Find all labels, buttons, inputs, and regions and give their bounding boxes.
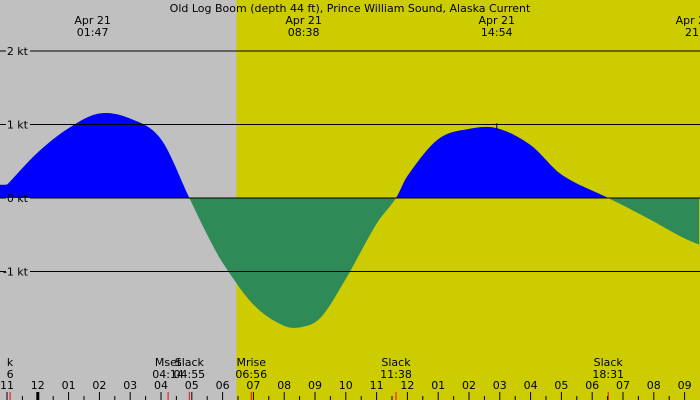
- event-time-5: 18:31: [592, 368, 624, 381]
- x-tick-label-0: 11: [0, 379, 14, 392]
- event-time-1: 04:14: [152, 368, 184, 381]
- event-name-0: k: [7, 356, 14, 369]
- x-tick-label-9: 08: [277, 379, 291, 392]
- y-axis-labels: 2 kt 1 kt 0 kt -1 kt: [3, 45, 29, 279]
- ebb-area: [0, 198, 700, 328]
- y-tick-label-3: -1 kt: [3, 266, 29, 279]
- event-time-3: 06:56: [235, 368, 267, 381]
- grid-lines: [0, 50, 700, 272]
- peak-date-1: Apr 21: [285, 14, 322, 27]
- x-tick-label-18: 05: [554, 379, 568, 392]
- x-tick-label-8: 07: [246, 379, 260, 392]
- x-tick-label-7: 06: [216, 379, 230, 392]
- x-tick-label-19: 06: [585, 379, 599, 392]
- event-name-1: Mset: [155, 356, 182, 369]
- peak-time-0: 01:47: [77, 26, 109, 39]
- x-tick-label-4: 03: [123, 379, 137, 392]
- x-tick-label-16: 03: [493, 379, 507, 392]
- peak-date-0: Apr 21: [74, 14, 111, 27]
- x-tick-label-22: 09: [678, 379, 692, 392]
- x-tick-label-12: 11: [370, 379, 384, 392]
- x-tick-label-15: 02: [462, 379, 476, 392]
- event-name-2: Slack: [175, 356, 205, 369]
- peak-date-2: Apr 21: [478, 14, 515, 27]
- event-time-2: 04:55: [173, 368, 205, 381]
- event-time-0: 6: [7, 368, 14, 381]
- peak-time-2: 14:54: [481, 26, 513, 39]
- x-tick-label-5: 04: [154, 379, 168, 392]
- y-tick-label-0: 2 kt: [7, 45, 29, 58]
- flood-area: [0, 112, 700, 198]
- peak-time-1: 08:38: [288, 26, 320, 39]
- peak-time-3: 21:: [685, 26, 700, 39]
- x-tick-label-6: 05: [185, 379, 199, 392]
- event-name-4: Slack: [381, 356, 411, 369]
- x-tick-label-11: 10: [339, 379, 353, 392]
- event-name-3: Mrise: [236, 356, 266, 369]
- x-tick-label-2: 01: [62, 379, 76, 392]
- x-tick-label-1: 12: [31, 379, 45, 392]
- x-tick-label-21: 08: [647, 379, 661, 392]
- event-name-5: Slack: [594, 356, 624, 369]
- event-time-4: 11:38: [380, 368, 412, 381]
- chart-title: Old Log Boom (depth 44 ft), Prince Willi…: [170, 2, 531, 15]
- x-tick-label-3: 02: [92, 379, 106, 392]
- x-tick-label-17: 04: [524, 379, 538, 392]
- x-tick-label-10: 09: [308, 379, 322, 392]
- y-tick-label-2: 0 kt: [7, 192, 29, 205]
- x-axis: 11 12 01 02 03 04 05 06 07 08 09 10 11 12 01 02 03 04 05 06…: [0, 379, 692, 400]
- x-tick-label-14: 01: [431, 379, 445, 392]
- x-tick-label-20: 07: [616, 379, 630, 392]
- x-tick-label-13: 12: [400, 379, 414, 392]
- peak-date-3: Apr 21: [676, 14, 700, 27]
- event-labels: k6Mset04:14Slack04:55Mrise06:56Slack11:3…: [7, 356, 624, 400]
- y-tick-label-1: 1 kt: [7, 119, 29, 132]
